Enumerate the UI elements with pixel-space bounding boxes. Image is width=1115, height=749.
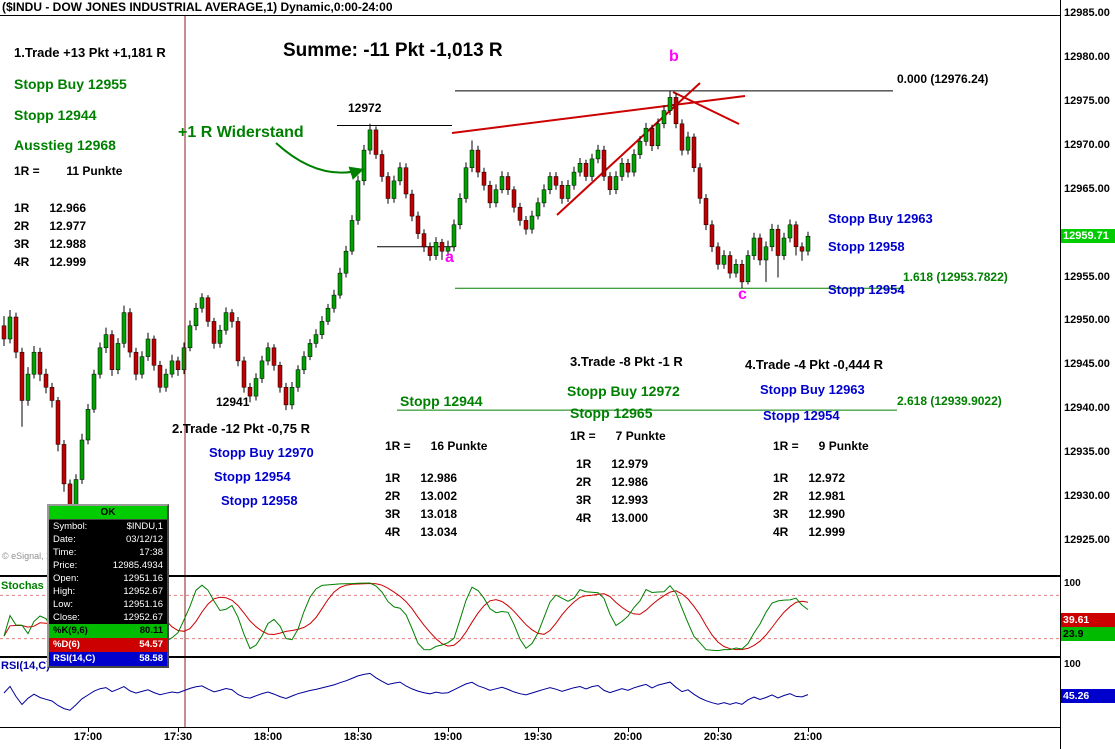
chart-title: ($INDU - DOW JONES INDUSTRIAL AVERAGE,1)… (2, 0, 393, 14)
data-window-row: Symbol: $INDU,1 (53, 521, 163, 532)
rsi-panel-label: RSI(14,C) (1, 660, 50, 672)
data-window-indicator-row: %K(9,6) 80.11 (49, 624, 167, 638)
last-price-badge: 12959.71 (1061, 229, 1115, 243)
data-window-row: High: 12952.67 (53, 586, 163, 597)
stoch-k-value-badge: 23.9 (1061, 627, 1115, 641)
data-window-rows: Symbol: $INDU,1 Date: 03/12/12 Time: 17:38 Pri… (49, 520, 167, 666)
stoch-scale-top-label: 100 (1064, 578, 1081, 589)
panel-separator-rsi[interactable] (0, 656, 1060, 658)
chart-top-border (0, 15, 1060, 16)
rsi-value-badge: 45.26 (1061, 689, 1115, 703)
data-window-row: Close: 12952.67 (53, 612, 163, 623)
data-window-indicator-row: RSI(14,C) 58.58 (49, 652, 167, 666)
ok-button[interactable]: OK (49, 506, 167, 520)
data-window-row: Open: 12951.16 (53, 573, 163, 584)
stoch-panel-label: Stochas (1, 580, 44, 592)
rsi-scale-top-label: 100 (1064, 659, 1081, 670)
data-window-row: Low: 12951.16 (53, 599, 163, 610)
stoch-d-value-badge: 39.61 (1061, 613, 1115, 627)
data-window[interactable]: OK Symbol: $INDU,1 Date: 03/12/12 Time: 17:38… (47, 504, 169, 668)
data-window-row: Time: 17:38 (53, 547, 163, 558)
panel-separator-stochastic[interactable] (0, 575, 1060, 577)
data-window-row: Date: 03/12/12 (53, 534, 163, 545)
time-axis-border (0, 727, 1060, 728)
data-window-indicator-row: %D(6) 54.57 (49, 638, 167, 652)
esignal-copyright: © eSignal, 20 (2, 551, 57, 561)
price-axis-border (1060, 0, 1061, 749)
data-window-row: Price: 12985.4934 (53, 560, 163, 571)
